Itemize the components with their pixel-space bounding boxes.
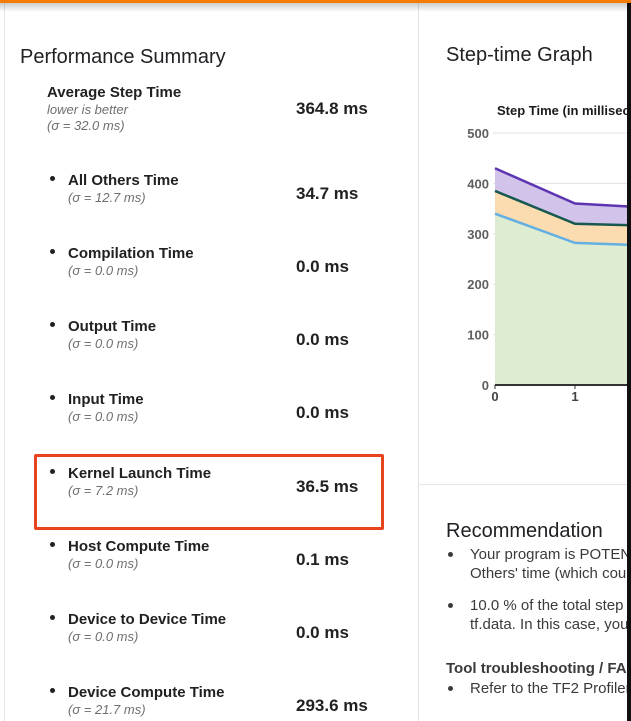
metric-value: 0.1 ms [296, 550, 349, 569]
middle-band-line [494, 189, 631, 227]
recommendation-item: 10.0 % of the total step tf.data. In this… [446, 596, 631, 634]
step-time-chart[interactable]: 0 100 200 300 400 500 0 1 [455, 118, 631, 418]
y-axis-tick-label: 400 [467, 176, 489, 191]
metric-stddev: lower is better [47, 102, 128, 117]
metric-value: 0.0 ms [296, 623, 349, 642]
metric-stddev: (σ = 7.2 ms) [68, 483, 139, 498]
step-time-graph-title: Step-time Graph [446, 43, 593, 66]
top-orange-accent-bar [0, 0, 631, 3]
metric-label: Output Time [68, 318, 157, 335]
upper-band-area [495, 168, 631, 226]
metric-label: Average Step Time [47, 84, 182, 101]
recommendation-line: Refer to the TF2 Profiler [470, 680, 631, 697]
left-card-border [4, 3, 5, 721]
middle-band-area [495, 190, 631, 245]
recommendation-item: Your program is POTEN Others' time (which… [446, 545, 631, 583]
bullet-icon [50, 469, 55, 474]
metric-row: Host Compute Time (σ = 0.0 ms) 0.1 ms [20, 529, 400, 593]
y-axis-tick-label: 200 [467, 277, 489, 292]
metric-texts: All Others Time (σ = 12.7 ms) [68, 172, 179, 206]
metric-value: 0.0 ms [296, 257, 349, 276]
metric-label: Device Compute Time [68, 684, 225, 701]
bullet-icon [448, 552, 453, 557]
bullet-icon [50, 615, 55, 620]
metric-texts: Host Compute Time (σ = 0.0 ms) [68, 538, 209, 572]
metric-row: Average Step Time lower is better (σ = 32.… [20, 75, 400, 139]
right-panel-horizontal-divider [419, 484, 631, 485]
metric-label: Kernel Launch Time [68, 465, 212, 482]
metric-texts: Average Step Time lower is better (σ = 32.… [47, 84, 181, 134]
panel-vertical-divider [418, 3, 419, 721]
metric-stddev: (σ = 0.0 ms) [68, 409, 139, 424]
metric-stddev: (σ = 0.0 ms) [68, 263, 139, 278]
recommendation-line: Your program is POTEN [470, 546, 631, 563]
metric-stddev: (σ = 0.0 ms) [68, 629, 139, 644]
bullet-icon [50, 395, 55, 400]
kernel-launch-highlight-box [34, 454, 384, 530]
metric-label: Device to Device Time [68, 611, 227, 628]
recommendations-list: Your program is POTEN Others' time (which… [446, 545, 631, 721]
metric-value: 36.5 ms [296, 477, 359, 496]
x-axis-tick-label: 1 [571, 389, 578, 404]
metric-stddev: (σ = 21.7 ms) [68, 702, 146, 717]
bullet-icon [448, 603, 453, 608]
faq-subheading: Tool troubleshooting / FAQ [446, 660, 631, 677]
metric-row: Compilation Time (σ = 0.0 ms) 0.0 ms [20, 236, 400, 300]
metric-stddev: (σ = 0.0 ms) [68, 556, 139, 571]
recommendation-line: tf.data. In this case, you [470, 616, 629, 633]
metric-stddev: (σ = 32.0 ms) [47, 118, 125, 133]
metric-row: Input Time (σ = 0.0 ms) 0.0 ms [20, 382, 400, 446]
metric-label: All Others Time [68, 172, 179, 189]
metric-row: Device to Device Time (σ = 0.0 ms) 0.0 ms [20, 602, 400, 666]
toolbar-drop-shadow [0, 3, 631, 12]
bullet-icon [448, 686, 453, 691]
metric-row: Device Compute Time (σ = 21.7 ms) 293.6 ms [20, 675, 400, 721]
lower-band-line [494, 212, 631, 247]
performance-summary-title: Performance Summary [20, 45, 226, 68]
metric-value: 34.7 ms [296, 184, 359, 203]
metric-texts: Kernel Launch Time (σ = 7.2 ms) [68, 465, 211, 499]
metric-row: Kernel Launch Time (σ = 7.2 ms) 36.5 ms [20, 456, 400, 520]
metric-value: 0.0 ms [296, 330, 349, 349]
bullet-icon [50, 688, 55, 693]
x-axis-tick-label: 0 [491, 389, 498, 404]
right-edge-strip [627, 2, 631, 721]
metric-label: Input Time [68, 391, 144, 408]
bullet-icon [50, 176, 55, 181]
lower-band-area [495, 213, 631, 385]
faq-item: Refer to the TF2 Profiler [446, 679, 631, 698]
metric-texts: Compilation Time (σ = 0.0 ms) [68, 245, 194, 279]
y-axis-tick-label: 0 [482, 378, 489, 393]
recommendation-line: Others' time (which cou [470, 565, 627, 582]
upper-band-line [494, 167, 631, 208]
chart-title: Step Time (in millisec [497, 103, 630, 118]
y-axis-tick-label: 100 [467, 328, 489, 343]
bullet-icon [50, 542, 55, 547]
metric-value: 0.0 ms [296, 403, 349, 422]
metric-stddev: (σ = 12.7 ms) [68, 190, 146, 205]
metric-value: 364.8 ms [296, 99, 368, 118]
metric-label: Host Compute Time [68, 538, 210, 555]
metric-texts: Device to Device Time (σ = 0.0 ms) [68, 611, 226, 645]
recommendations-title: Recommendation [446, 519, 603, 542]
metric-stddev: (σ = 0.0 ms) [68, 336, 139, 351]
metric-row: Output Time (σ = 0.0 ms) 0.0 ms [20, 309, 400, 373]
metric-row: All Others Time (σ = 12.7 ms) 34.7 ms [20, 163, 400, 227]
metric-texts: Device Compute Time (σ = 21.7 ms) [68, 684, 224, 718]
y-axis-tick-label: 300 [467, 227, 489, 242]
recommendation-line: 10.0 % of the total step [470, 597, 624, 614]
metric-value: 293.6 ms [296, 696, 368, 715]
y-axis-tick-label: 500 [467, 126, 489, 141]
bullet-icon [50, 249, 55, 254]
metric-texts: Input Time (σ = 0.0 ms) [68, 391, 144, 425]
bullet-icon [50, 322, 55, 327]
metric-texts: Output Time (σ = 0.0 ms) [68, 318, 156, 352]
metric-label: Compilation Time [68, 245, 194, 262]
